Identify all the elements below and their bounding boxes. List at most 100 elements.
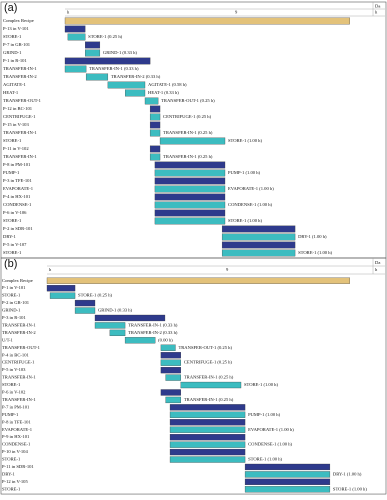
- bar-note: PUMP-1 (1.00 h): [228, 170, 261, 175]
- header-scale-label: 9: [235, 10, 238, 15]
- row-label: P-9 in HX-101: [2, 434, 30, 439]
- row-label: STORE-1: [3, 34, 22, 39]
- row-label: P-8 in TFE-101: [2, 419, 31, 424]
- row-label: PUMP-1: [2, 412, 19, 417]
- operation-bar: [165, 396, 181, 404]
- row-label: P-1 in V-101: [2, 285, 26, 290]
- operation-bar: [160, 359, 181, 366]
- operation-bar: [49, 292, 76, 299]
- row-label: U/T-1: [2, 337, 14, 342]
- bar-note: (0.00 h): [158, 337, 173, 342]
- header-hour: h: [375, 267, 378, 272]
- bar-note: TRANSFER-IN-2 (0.33 h): [128, 330, 178, 335]
- row-label: P-12 in V-105: [2, 479, 28, 484]
- bar-note: STORE-1 (1.00 h): [298, 250, 332, 255]
- equipment-bar: [160, 389, 181, 396]
- row-label: TRANSFER-IN-1: [3, 130, 37, 135]
- bar-note: STORE-1 (1.00 h): [248, 457, 282, 462]
- equipment-bar: [154, 177, 226, 185]
- row-label: P-3 in R-101: [2, 315, 26, 320]
- row-label: CENTRIFUGE-1: [2, 360, 35, 365]
- header-day: Da: [375, 4, 380, 9]
- row-label: P-7 in PM-101: [2, 404, 30, 409]
- equipment-bar: [244, 463, 331, 471]
- bar-note: TRANSFER-IN-1 (0.33 h): [128, 322, 178, 327]
- row-label: STORE-1: [3, 138, 22, 143]
- row-label: TRANSFER-IN-2: [2, 330, 36, 335]
- operation-bar: [160, 344, 176, 351]
- operation-bar: [244, 471, 331, 478]
- row-label: CONDENSE-1: [2, 442, 31, 447]
- operation-bar: [169, 426, 246, 433]
- row-label: TRANSFER-IN-1: [2, 375, 36, 380]
- row-label: P-5 in V-103: [2, 367, 26, 372]
- row-label: PUMP-1: [3, 170, 20, 175]
- panel-label: (b): [4, 258, 17, 270]
- bar-note: STORE-1 (1.00 h): [228, 218, 262, 223]
- operation-bar: [221, 249, 296, 257]
- operation-bar: [85, 73, 109, 81]
- bar-note: TRANSFER-IN-1 (0.25 h): [184, 375, 234, 380]
- row-label: TRANSFER-IN-1: [3, 154, 37, 159]
- header-day: Da: [375, 260, 380, 265]
- operation-bar: [154, 201, 226, 209]
- bar-note: EVAPORATE-1 (1.00 h): [228, 186, 274, 191]
- equipment-bar: [149, 145, 161, 153]
- row-label: P-2 in SDR-101: [3, 226, 33, 231]
- row-label: TRANSFER-OUT-1: [2, 345, 41, 350]
- equipment-bar: [221, 241, 296, 249]
- row-label: EVAPORATE-1: [2, 427, 33, 432]
- equipment-bar: [244, 478, 331, 486]
- row-label: STORE-1: [3, 250, 22, 255]
- row-label: GRIND-1: [3, 50, 22, 55]
- equipment-bar: [169, 448, 246, 456]
- equipment-bar: [74, 299, 96, 307]
- operation-bar: [109, 329, 126, 337]
- operation-bar: [74, 307, 96, 314]
- operation-bar: [169, 456, 246, 463]
- chart-frame: [0, 257, 387, 495]
- bar-note: TRANSFER-IN-1 (0.25 h): [163, 154, 213, 159]
- bar-note: GRIND-1 (0.33 h): [103, 50, 138, 55]
- operation-bar: [64, 65, 87, 73]
- bar-note: PUMP-1 (1.00 h): [248, 412, 281, 417]
- equipment-bar: [64, 57, 151, 65]
- bar-note: CENTRIFUGE-1 (0.25 h): [163, 114, 212, 119]
- equipment-bar: [64, 25, 86, 33]
- bar-note: AGITATE-1 (0.58 h): [148, 82, 187, 87]
- row-label: P-5 in V-107: [3, 242, 27, 247]
- row-label: EVAPORATE-1: [3, 186, 34, 191]
- row-label: STORE-1: [2, 382, 21, 387]
- operation-bar: [107, 81, 146, 89]
- equipment-bar: [46, 285, 76, 292]
- bar-note: STORE-1 (0.25 h): [88, 34, 122, 39]
- header-scale-label: 9: [226, 267, 229, 272]
- row-label: P-10 in V-104: [2, 449, 28, 454]
- operation-bar: [154, 217, 226, 225]
- row-label: P-8 in PM-101: [3, 162, 31, 167]
- bar-note: CONDENSE-1 (1.00 h): [228, 202, 272, 207]
- bar-note: TRANSFER-IN-1 (0.25 h): [184, 397, 234, 402]
- bar-note: TRANSFER-OUT-1 (0.25 h): [178, 345, 232, 350]
- equipment-bar: [160, 366, 181, 374]
- equipment-bar: [169, 419, 246, 426]
- row-label: STORE-1: [3, 218, 22, 223]
- bar-note: EVAPORATE-1 (1.00 h): [248, 427, 294, 432]
- bar-note: GRIND-1 (0.33 h): [98, 308, 133, 313]
- row-label: P-11 in V-102: [3, 146, 29, 151]
- equipment-bar: [149, 105, 161, 113]
- header-hour: h: [375, 10, 378, 15]
- bar-note: TRANSFER-IN-2 (0.33 h): [111, 74, 161, 79]
- bar-note: TRANSFER-IN-1 (0.25 h): [163, 130, 213, 135]
- operation-bar: [154, 169, 226, 177]
- row-label: P-11 in SDR-101: [2, 464, 34, 469]
- equipment-bar: [160, 352, 181, 359]
- equipment-bar: [149, 121, 161, 129]
- equipment-bar: [154, 209, 226, 217]
- bar-note: STORE-1 (1.00 h): [228, 138, 262, 143]
- operation-bar: [94, 322, 126, 329]
- row-label: CONDENSE-1: [3, 202, 32, 207]
- equipment-bar: [94, 314, 166, 322]
- bar-note: TRANSFER-OUT-1 (0.25 h): [161, 98, 215, 103]
- bar-note: CONDENSE-1 (1.00 h): [248, 442, 292, 447]
